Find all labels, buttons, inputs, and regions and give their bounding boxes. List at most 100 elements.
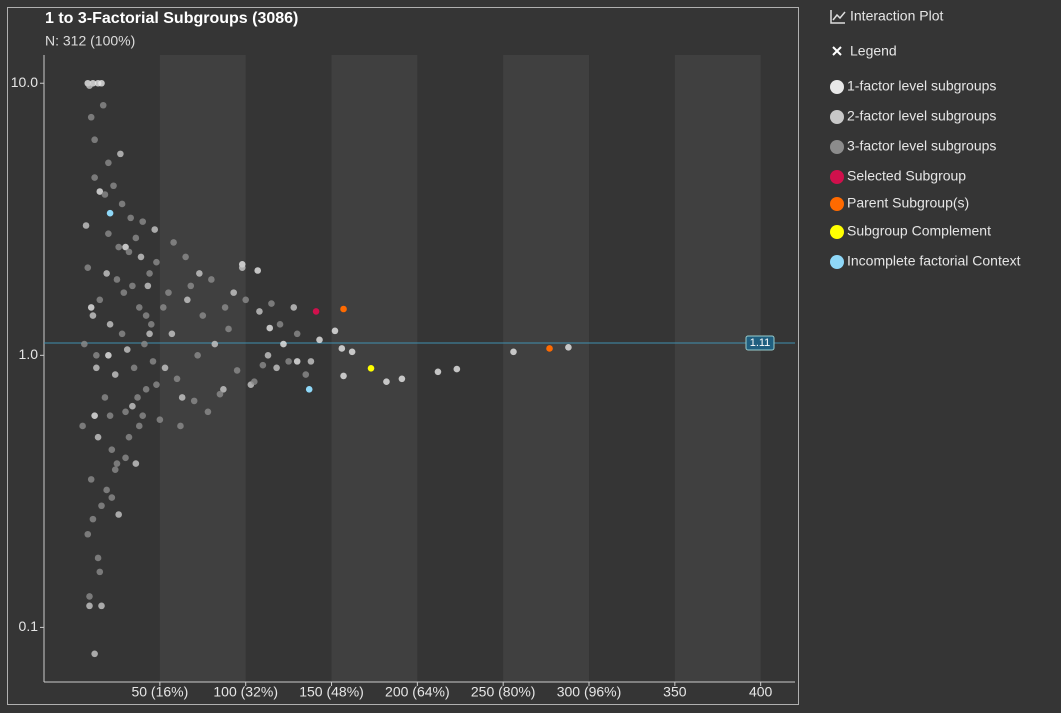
point bbox=[165, 289, 172, 296]
point bbox=[233, 367, 241, 374]
point bbox=[130, 364, 138, 372]
point bbox=[87, 304, 95, 311]
point bbox=[144, 282, 152, 290]
point bbox=[135, 422, 143, 430]
point bbox=[111, 466, 119, 473]
x-tick-label: 150 (48%) bbox=[299, 684, 364, 700]
point bbox=[127, 214, 134, 222]
point bbox=[89, 515, 97, 523]
point bbox=[139, 218, 147, 225]
band bbox=[503, 55, 590, 682]
point bbox=[89, 312, 97, 319]
point bbox=[84, 264, 92, 271]
point bbox=[132, 460, 140, 467]
y-tick-label: 1.0 bbox=[19, 346, 39, 362]
legend-button[interactable]: Legend bbox=[832, 43, 897, 59]
point bbox=[98, 602, 105, 610]
point bbox=[338, 345, 346, 352]
point bbox=[302, 371, 310, 378]
point bbox=[105, 230, 112, 237]
point bbox=[259, 361, 267, 369]
point bbox=[115, 243, 122, 251]
point bbox=[125, 433, 133, 441]
point bbox=[137, 253, 145, 261]
reference-label: 1.11 bbox=[750, 337, 771, 349]
point bbox=[141, 340, 148, 348]
point bbox=[129, 282, 136, 290]
legend-label: 3-factor level subgroups bbox=[847, 138, 996, 154]
point bbox=[91, 650, 98, 658]
point bbox=[312, 308, 320, 315]
reference-badge bbox=[745, 335, 775, 351]
band bbox=[674, 55, 761, 682]
point bbox=[120, 289, 128, 296]
legend-swatch bbox=[830, 255, 844, 269]
point bbox=[113, 276, 121, 283]
point bbox=[256, 308, 263, 315]
point bbox=[94, 554, 102, 562]
y-tick-label: 0.1 bbox=[19, 618, 39, 634]
point bbox=[125, 248, 133, 256]
legend: 1-factor level subgroups 2-factor level s… bbox=[830, 78, 1021, 269]
point bbox=[230, 289, 237, 296]
point bbox=[293, 330, 301, 338]
point bbox=[307, 358, 315, 365]
point bbox=[105, 352, 112, 359]
point bbox=[93, 364, 100, 372]
point bbox=[108, 494, 116, 501]
point bbox=[101, 191, 109, 198]
point bbox=[266, 324, 274, 332]
point bbox=[250, 378, 258, 385]
point bbox=[268, 300, 275, 307]
point bbox=[79, 422, 86, 430]
point bbox=[96, 568, 104, 576]
point bbox=[93, 352, 100, 359]
point bbox=[84, 530, 92, 538]
point bbox=[134, 394, 141, 401]
point bbox=[91, 174, 98, 181]
point bbox=[177, 422, 184, 430]
legend-label: Selected Subgroup bbox=[847, 168, 966, 184]
point bbox=[98, 502, 105, 510]
button-label[interactable]: Interaction Plot bbox=[850, 8, 943, 24]
point bbox=[305, 386, 313, 393]
interaction-plot-button[interactable]: Interaction Plot bbox=[830, 8, 943, 24]
legend-swatch bbox=[830, 80, 844, 94]
point bbox=[285, 358, 292, 365]
point bbox=[96, 296, 104, 304]
legend-label: 1-factor level subgroups bbox=[847, 78, 996, 94]
close-icon bbox=[832, 46, 842, 56]
button-label[interactable]: Legend bbox=[850, 43, 897, 59]
point bbox=[156, 416, 164, 423]
point bbox=[280, 340, 287, 348]
point bbox=[113, 460, 121, 467]
point bbox=[86, 593, 93, 600]
point bbox=[91, 412, 98, 419]
point bbox=[118, 330, 126, 338]
point bbox=[221, 304, 229, 311]
point bbox=[398, 375, 406, 383]
point bbox=[383, 378, 390, 385]
point bbox=[106, 321, 114, 328]
point bbox=[173, 375, 181, 383]
point bbox=[273, 364, 280, 372]
chart-title: 1 to 3-Factorial Subgroups (3086) bbox=[45, 10, 298, 27]
legend-label: Incomplete factorial Context bbox=[847, 253, 1021, 269]
point bbox=[91, 136, 98, 144]
point bbox=[115, 511, 122, 518]
point bbox=[94, 433, 102, 441]
point bbox=[101, 394, 109, 401]
point bbox=[264, 352, 272, 359]
point bbox=[103, 486, 110, 494]
x-tick-label: 350 bbox=[663, 684, 687, 700]
point bbox=[434, 368, 442, 376]
point bbox=[199, 312, 207, 319]
legend-swatch bbox=[830, 225, 844, 239]
x-tick-label: 100 (32%) bbox=[213, 684, 278, 700]
x-tick-label: 50 (16%) bbox=[131, 684, 188, 700]
point bbox=[123, 346, 131, 353]
x-tick-label: 400 bbox=[749, 684, 773, 700]
legend-swatch bbox=[830, 140, 844, 154]
point bbox=[118, 200, 126, 208]
